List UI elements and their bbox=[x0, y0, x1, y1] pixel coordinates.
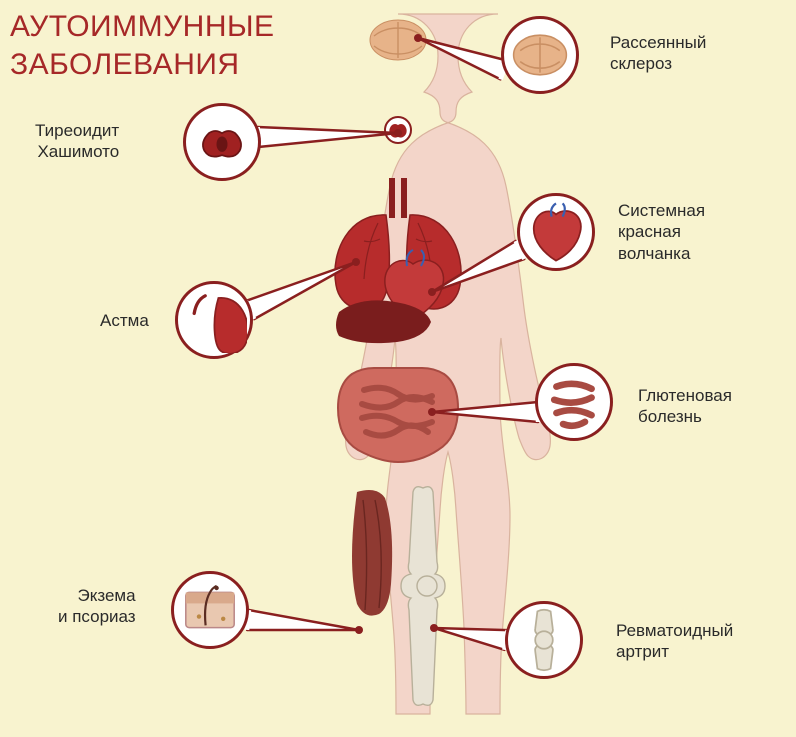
label-lupus-line1: Системная bbox=[618, 201, 705, 220]
heart-icon bbox=[523, 199, 589, 265]
leader-eczema bbox=[247, 610, 363, 634]
label-ra: Ревматоидный артрит bbox=[616, 620, 733, 663]
skin-icon bbox=[177, 577, 243, 643]
label-eczema-line1: Экзема bbox=[78, 586, 136, 605]
infographic-canvas: АУТОИММУННЫЕ ЗАБОЛЕВАНИЯ bbox=[0, 0, 796, 737]
label-celiac-line2: болезнь bbox=[638, 407, 702, 426]
label-ms-line1: Рассеянный bbox=[610, 33, 706, 52]
leader-ms bbox=[414, 34, 507, 79]
bubble-asthma bbox=[175, 281, 253, 359]
brain-icon bbox=[507, 22, 573, 88]
joint-icon bbox=[511, 607, 577, 673]
label-hashimoto-line2: Хашимото bbox=[37, 142, 119, 161]
label-eczema-line2: и псориаз bbox=[58, 607, 136, 626]
leader-lupus bbox=[428, 241, 524, 296]
label-ms: Рассеянный склероз bbox=[610, 32, 706, 75]
label-hashimoto-line1: Тиреоидит bbox=[35, 121, 119, 140]
bubble-celiac bbox=[535, 363, 613, 441]
bubble-ms bbox=[501, 16, 579, 94]
label-ms-line2: склероз bbox=[610, 54, 672, 73]
bubble-eczema bbox=[171, 571, 249, 649]
bubble-lupus bbox=[517, 193, 595, 271]
label-lupus: Системная красная волчанка bbox=[618, 200, 705, 264]
label-ra-line2: артрит bbox=[616, 642, 669, 661]
label-celiac-line1: Глютеновая bbox=[638, 386, 732, 405]
label-ra-line1: Ревматоидный bbox=[616, 621, 733, 640]
label-asthma: Астма bbox=[100, 310, 149, 331]
label-lupus-line2: красная bbox=[618, 222, 681, 241]
leader-ra bbox=[430, 624, 508, 650]
bubble-hashimoto bbox=[183, 103, 261, 181]
intestine-icon bbox=[541, 369, 607, 435]
lung-icon bbox=[181, 287, 247, 353]
label-hashimoto: Тиреоидит Хашимото bbox=[35, 120, 119, 163]
leader-asthma bbox=[246, 258, 360, 319]
leader-celiac bbox=[428, 402, 538, 422]
label-eczema: Экзема и псориаз bbox=[58, 585, 136, 628]
bubble-ra bbox=[505, 601, 583, 679]
label-lupus-line3: волчанка bbox=[618, 244, 690, 263]
thyroid-icon bbox=[189, 109, 255, 175]
leader-hashimoto bbox=[258, 127, 402, 147]
label-asthma-line1: Астма bbox=[100, 311, 149, 330]
label-celiac: Глютеновая болезнь bbox=[638, 385, 732, 428]
